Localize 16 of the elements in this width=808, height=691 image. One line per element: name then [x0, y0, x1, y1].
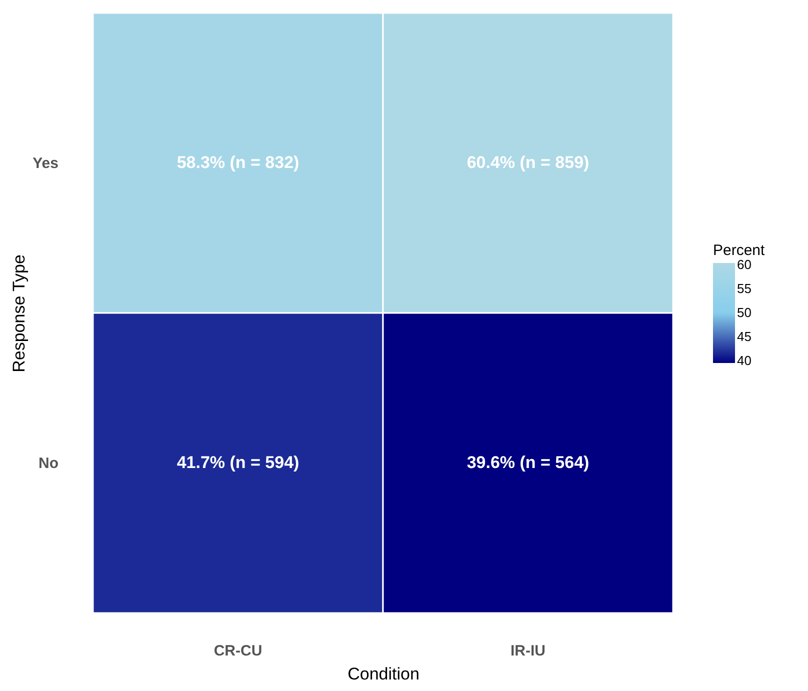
data-label: 60.4% (n = 859) [466, 153, 590, 172]
x-tick-label: IR-IU [510, 642, 546, 660]
data-label: 39.6% (n = 564) [466, 453, 590, 472]
y-axis-title: Response Type [10, 254, 29, 372]
y-tick-label: Yes [32, 155, 58, 172]
y-tick-label: No [38, 455, 58, 472]
x-tick-label: CR-CU [214, 642, 262, 660]
color-bar-label: 60 [737, 256, 752, 272]
color-bar-label: 50 [737, 305, 752, 320]
color-bar-label: 45 [737, 329, 752, 344]
color-bar-label: 40 [737, 353, 752, 368]
data-label: 58.3% (n = 832) [176, 153, 300, 172]
color-bar-title: Percent [713, 242, 766, 259]
x-axis-title: Condition [348, 664, 420, 684]
data-label: 41.7% (n = 594) [176, 453, 300, 472]
color-bar-label: 55 [737, 280, 752, 296]
